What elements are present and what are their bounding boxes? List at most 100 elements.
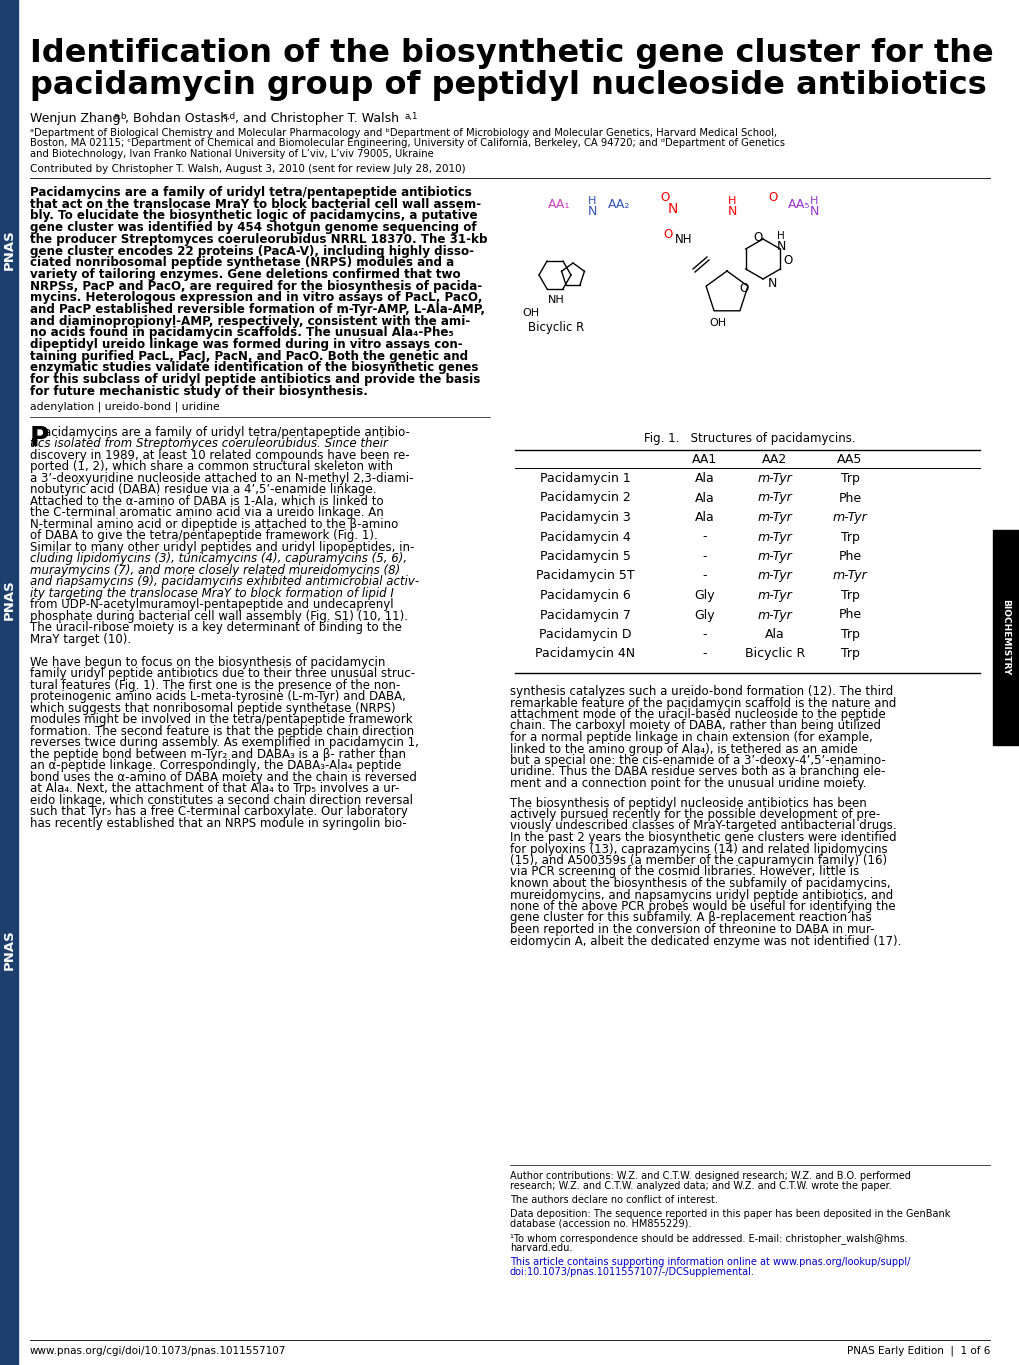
Text: www.pnas.org/cgi/doi/10.1073/pnas.1011557107: www.pnas.org/cgi/doi/10.1073/pnas.101155…	[30, 1346, 286, 1355]
Text: OH: OH	[522, 308, 539, 318]
Text: MraY target (10).: MraY target (10).	[30, 632, 131, 646]
Text: known about the biosynthesis of the subfamily of pacidamycins,: known about the biosynthesis of the subf…	[510, 876, 890, 890]
Text: -: -	[702, 531, 706, 543]
Text: mycins. Heterologous expression and in vitro assays of PacL, PacO,: mycins. Heterologous expression and in v…	[30, 291, 482, 304]
Text: Gly: Gly	[694, 609, 714, 621]
Text: -: -	[702, 628, 706, 642]
Text: for future mechanistic study of their biosynthesis.: for future mechanistic study of their bi…	[30, 385, 368, 399]
Text: AA1: AA1	[692, 453, 717, 465]
Text: (15), and A500359s (a member of the capuramycin family) (16): (15), and A500359s (a member of the capu…	[510, 854, 887, 867]
Text: PNAS: PNAS	[2, 930, 15, 971]
Text: m-Tyr: m-Tyr	[757, 531, 792, 543]
Text: Phe: Phe	[838, 491, 861, 505]
Text: tural features (Fig. 1). The first one is the presence of the non-: tural features (Fig. 1). The first one i…	[30, 678, 399, 692]
Bar	[993, 530, 1019, 745]
Text: enzymatic studies validate identification of the biosynthetic genes: enzymatic studies validate identificatio…	[30, 362, 478, 374]
Text: for this subclass of uridyl peptide antibiotics and provide the basis: for this subclass of uridyl peptide anti…	[30, 373, 480, 386]
Text: AA5: AA5	[837, 453, 862, 465]
Text: Pacidamycin 1: Pacidamycin 1	[539, 472, 630, 485]
Text: the C-terminal aromatic amino acid via a ureido linkage. An: the C-terminal aromatic amino acid via a…	[30, 506, 383, 519]
Text: m-Tyr: m-Tyr	[757, 511, 792, 524]
Text: Fig. 1.   Structures of pacidamycins.: Fig. 1. Structures of pacidamycins.	[644, 431, 855, 445]
Text: Author contributions: W.Z. and C.T.W. designed research; W.Z. and B.O. performed: Author contributions: W.Z. and C.T.W. de…	[510, 1171, 910, 1181]
Text: Pacidamycin 4N: Pacidamycin 4N	[534, 647, 635, 661]
Text: This article contains supporting information online at www.pnas.org/lookup/suppl: This article contains supporting informa…	[510, 1257, 910, 1267]
Text: O: O	[783, 254, 792, 268]
Text: N: N	[776, 240, 786, 253]
Text: AA₅: AA₅	[788, 198, 809, 212]
Text: N: N	[809, 205, 818, 218]
Text: Bicyclic R: Bicyclic R	[744, 647, 804, 661]
Text: a 3’-deoxyuridine nucleoside attached to an N-methyl 2,3-diami-: a 3’-deoxyuridine nucleoside attached to…	[30, 471, 413, 485]
Text: O: O	[659, 191, 668, 203]
Text: of DABA to give the tetra/pentapeptide framework (Fig. 1).: of DABA to give the tetra/pentapeptide f…	[30, 530, 377, 542]
Text: Ala: Ala	[694, 511, 714, 524]
Text: linked to the amino group of Ala₄), is tethered as an amide: linked to the amino group of Ala₄), is t…	[510, 743, 857, 755]
Text: The authors declare no conflict of interest.: The authors declare no conflict of inter…	[510, 1194, 717, 1205]
Text: m-Tyr: m-Tyr	[757, 569, 792, 583]
Text: m-Tyr: m-Tyr	[757, 550, 792, 562]
Text: mureidomycins, and napsamycins uridyl peptide antibiotics, and: mureidomycins, and napsamycins uridyl pe…	[510, 889, 893, 901]
Bar	[0, 0, 18, 1365]
Text: O: O	[752, 231, 761, 244]
Text: Pacidamycin 7: Pacidamycin 7	[539, 609, 630, 621]
Text: O: O	[739, 281, 748, 295]
Text: synthesis catalyzes such a ureido-bond formation (12). The third: synthesis catalyzes such a ureido-bond f…	[510, 685, 893, 698]
Text: NH: NH	[547, 295, 565, 304]
Text: NRPSs, PacP and PacO, are required for the biosynthesis of pacida-: NRPSs, PacP and PacO, are required for t…	[30, 280, 482, 292]
Text: taining purified PacL, PacJ, PacN, and PacO. Both the genetic and: taining purified PacL, PacJ, PacN, and P…	[30, 349, 468, 363]
Text: remarkable feature of the pacidamycin scaffold is the nature and: remarkable feature of the pacidamycin sc…	[510, 696, 896, 710]
Text: muraymycins (7), and more closely related mureidomycins (8): muraymycins (7), and more closely relate…	[30, 564, 399, 576]
Text: PNAS Early Edition  |  1 of 6: PNAS Early Edition | 1 of 6	[846, 1346, 989, 1357]
Text: Phe: Phe	[838, 550, 861, 562]
Text: harvard.edu.: harvard.edu.	[510, 1244, 572, 1253]
Text: NH: NH	[675, 233, 692, 246]
Text: Bicyclic R: Bicyclic R	[528, 321, 584, 334]
Text: gene cluster for this subfamily. A β-replacement reaction has: gene cluster for this subfamily. A β-rep…	[510, 912, 871, 924]
Text: phosphate during bacterial cell wall assembly (Fig. S1) (10, 11).: phosphate during bacterial cell wall ass…	[30, 610, 408, 622]
Text: from UDP-N-acetylmuramoyl-pentapeptide and undecaprenyl: from UDP-N-acetylmuramoyl-pentapeptide a…	[30, 598, 393, 612]
Text: formation. The second feature is that the peptide chain direction: formation. The second feature is that th…	[30, 725, 414, 737]
Text: which suggests that nonribosomal peptide synthetase (NRPS): which suggests that nonribosomal peptide…	[30, 702, 395, 715]
Text: We have begun to focus on the biosynthesis of pacidamycin: We have begun to focus on the biosynthes…	[30, 655, 385, 669]
Text: -: -	[702, 550, 706, 562]
Text: Gly: Gly	[694, 590, 714, 602]
Text: that act on the translocase MraY to block bacterial cell wall assem-: that act on the translocase MraY to bloc…	[30, 198, 481, 210]
Text: ¹To whom correspondence should be addressed. E-mail: christopher_walsh@hms.: ¹To whom correspondence should be addres…	[510, 1233, 907, 1244]
Text: Phe: Phe	[838, 609, 861, 621]
Text: Attached to the α-amino of DABA is 1-Ala, which is linked to: Attached to the α-amino of DABA is 1-Ala…	[30, 494, 383, 508]
Text: acidamycins are a family of uridyl tetra/pentapeptide antibio-: acidamycins are a family of uridyl tetra…	[44, 426, 410, 438]
Text: The uracil-ribose moiety is a key determinant of binding to the: The uracil-ribose moiety is a key determ…	[30, 621, 401, 635]
Text: uridine. Thus the DABA residue serves both as a branching ele-: uridine. Thus the DABA residue serves bo…	[510, 766, 884, 778]
Text: actively pursued recently for the possible development of pre-: actively pursued recently for the possib…	[510, 808, 879, 820]
Text: N: N	[767, 277, 776, 289]
Text: attachment mode of the uracil-based nucleoside to the peptide: attachment mode of the uracil-based nucl…	[510, 708, 884, 721]
Text: Boston, MA 02115; ᶜDepartment of Chemical and Biomolecular Engineering, Universi: Boston, MA 02115; ᶜDepartment of Chemica…	[30, 138, 785, 149]
Text: proteinogenic amino acids L-meta-tyrosine (L-m-Tyr) and DABA,: proteinogenic amino acids L-meta-tyrosin…	[30, 691, 406, 703]
Text: pacidamycin group of peptidyl nucleoside antibiotics: pacidamycin group of peptidyl nucleoside…	[30, 70, 985, 101]
Text: via PCR screening of the cosmid libraries. However, little is: via PCR screening of the cosmid librarie…	[510, 865, 858, 879]
Text: The biosynthesis of peptidyl nucleoside antibiotics has been: The biosynthesis of peptidyl nucleoside …	[510, 797, 866, 809]
Text: cluding lipidomycins (3), tunicamycins (4), capuramycins (5, 6),: cluding lipidomycins (3), tunicamycins (…	[30, 551, 407, 565]
Text: Trp: Trp	[840, 531, 859, 543]
Text: Trp: Trp	[840, 590, 859, 602]
Text: Ala: Ala	[694, 491, 714, 505]
Text: bond uses the α-amino of DABA moiety and the chain is reversed: bond uses the α-amino of DABA moiety and…	[30, 771, 417, 784]
Text: nobutyric acid (DABA) residue via a 4’,5’-enamide linkage.: nobutyric acid (DABA) residue via a 4’,5…	[30, 483, 376, 495]
Text: Similar to many other uridyl peptides and uridyl lipopeptides, in-: Similar to many other uridyl peptides an…	[30, 541, 414, 554]
Text: H: H	[809, 197, 817, 206]
Text: AA₂: AA₂	[607, 198, 630, 212]
Text: Data deposition: The sequence reported in this paper has been deposited in the G: Data deposition: The sequence reported i…	[510, 1209, 950, 1219]
Text: ity targeting the translocase MraY to block formation of lipid I: ity targeting the translocase MraY to bl…	[30, 587, 393, 599]
Text: m-Tyr: m-Tyr	[832, 511, 866, 524]
Text: and PacP established reversible formation of m-Tyr-AMP, L-Ala-AMP,: and PacP established reversible formatio…	[30, 303, 484, 317]
Text: P: P	[30, 426, 49, 452]
Text: modules might be involved in the tetra/pentapeptide framework: modules might be involved in the tetra/p…	[30, 713, 413, 726]
Text: m-Tyr: m-Tyr	[757, 472, 792, 485]
Text: no acids found in pacidamycin scaffolds. The unusual Ala₄-Phe₅: no acids found in pacidamycin scaffolds.…	[30, 326, 453, 340]
Text: a,1: a,1	[405, 112, 418, 121]
Text: AA2: AA2	[761, 453, 787, 465]
Text: the peptide bond between m-Tyr₂ and DABA₃ is a β- rather than: the peptide bond between m-Tyr₂ and DABA…	[30, 748, 406, 760]
Text: H: H	[728, 197, 736, 206]
Text: at Ala₄. Next, the attachment of that Ala₄ to Trp₅ involves a ur-: at Ala₄. Next, the attachment of that Al…	[30, 782, 399, 794]
